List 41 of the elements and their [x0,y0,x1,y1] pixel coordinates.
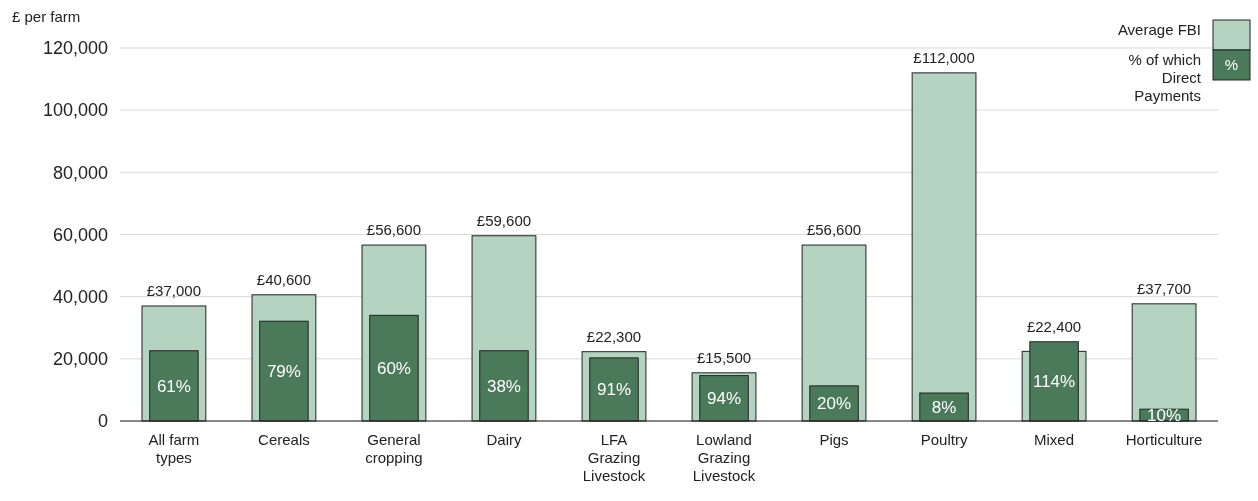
annotation: 8% [931,397,957,417]
data-label: £22,300 [586,327,642,345]
annotation: 79% [266,362,301,382]
y-tick-label: 100,000 [42,100,108,121]
y-tick-label: 0 [97,411,108,432]
x-tick-label: Horticulture [1125,431,1203,448]
annotation: 94% [706,389,742,409]
x-tick-label: All farm types [148,431,200,466]
x-tick-label: Lowland Grazing Livestock [692,431,756,484]
y-tick-label: 20,000 [52,349,108,370]
legend-label: Average FBI [1117,21,1201,38]
x-tick-label: Pigs [819,431,849,448]
data-label: £15,500 [696,348,752,366]
annotation: 60% [376,359,411,379]
annotation: 114% [1032,372,1076,392]
data-label: £56,600 [806,221,862,239]
x-tick-label: Mixed [1034,431,1075,448]
x-tick-label: Poultry [920,431,968,448]
data-label: £40,600 [256,270,312,288]
y-axis-title: £ per farm [12,8,81,25]
text: % [1224,56,1239,73]
legend-label: % of which Direct Payments [1128,51,1202,104]
annotation: 91% [596,380,632,400]
x-tick-label: Cereals [258,431,310,448]
data-label: £59,600 [476,211,532,229]
x-tick-label: LFA Grazing Livestock [582,431,646,484]
annotation: 38% [486,376,521,396]
x-tick-label: General cropping [365,431,423,466]
y-tick-label: 60,000 [52,224,108,245]
y-tick-label: 80,000 [52,162,108,183]
y-tick-label: 120,000 [42,38,108,59]
annotation: 10% [1147,406,1182,426]
x-tick-label: Dairy [486,431,522,448]
annotation: 61% [156,376,191,396]
annotation: 20% [817,394,852,414]
data-label: £22,400 [1026,317,1082,335]
y-tick-label: 40,000 [52,286,108,307]
data-label: £37,700 [1136,279,1192,297]
data-label: £37,000 [146,281,202,299]
data-label: £56,600 [366,221,422,239]
data-label: £112,000 [913,48,975,66]
